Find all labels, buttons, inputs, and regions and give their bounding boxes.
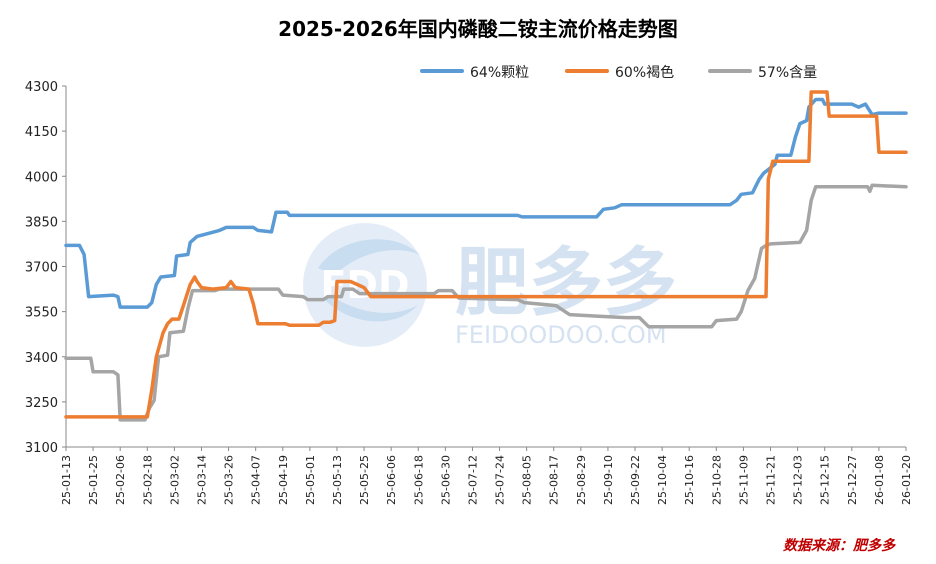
x-tick-label: 25-08-17 (548, 455, 561, 505)
x-tick-label: 25-03-26 (223, 455, 236, 505)
x-tick-label: 25-04-19 (277, 455, 290, 505)
x-tick-label: 26-01-20 (900, 455, 913, 505)
y-axis: 3100 3250 3400 3550 3700 3850 4000 4150 4300 (25, 80, 66, 456)
watermark-domain: FEIDOODOO.COM (455, 321, 667, 349)
x-tick-label: 25-05-13 (331, 455, 344, 505)
x-tick-label: 25-01-13 (60, 455, 73, 505)
x-tick-label: 25-08-05 (521, 455, 534, 505)
x-tick-label: 26-01-08 (873, 455, 886, 505)
x-tick-label: 25-07-24 (494, 455, 507, 505)
x-tick-label: 25-05-25 (358, 455, 371, 505)
x-tick-label: 25-02-18 (141, 455, 154, 505)
x-tick-label: 25-03-02 (168, 455, 181, 505)
chart-title: 2025-2026年国内磷酸二铵主流价格走势图 (278, 17, 678, 41)
y-tick-label: 3550 (25, 306, 58, 321)
legend: 64%颗粒 60%褐色 57%含量 (420, 64, 817, 81)
y-tick-label: 4300 (25, 80, 58, 95)
x-tick-label: 25-01-25 (87, 455, 100, 505)
x-tick-label: 25-08-29 (575, 455, 588, 505)
x-tick-label: 25-12-27 (846, 455, 859, 505)
legend-label: 57%含量 (758, 65, 817, 81)
x-tick-label: 25-12-03 (792, 455, 805, 505)
x-tick-label: 25-06-30 (439, 455, 452, 505)
x-tick-label: 25-02-06 (114, 455, 127, 505)
y-tick-label: 4000 (25, 170, 58, 185)
source-note: 数据来源：肥多多 (783, 537, 896, 554)
x-tick-label: 25-11-21 (765, 455, 778, 505)
legend-label: 64%颗粒 (470, 65, 529, 81)
y-tick-label: 3700 (25, 261, 58, 276)
x-tick-label: 25-12-15 (819, 455, 832, 505)
x-tick-label: 25-06-18 (412, 455, 425, 505)
watermark-leaf-icon (325, 295, 418, 322)
x-tick-label: 25-07-12 (466, 455, 479, 505)
y-tick-label: 4150 (25, 125, 58, 140)
x-tick-label: 25-03-14 (195, 455, 208, 505)
watermark-leaf-icon (318, 239, 420, 275)
x-tick-label: 25-09-22 (629, 455, 642, 505)
y-tick-label: 3400 (25, 351, 58, 366)
series-line (64, 183, 908, 422)
series-layer (64, 90, 908, 422)
x-tick-label: 25-05-01 (304, 455, 317, 505)
y-tick-label: 3100 (25, 441, 58, 456)
y-tick-label: 3850 (25, 215, 58, 230)
y-tick-label: 3250 (25, 396, 58, 411)
x-tick-label: 25-09-10 (602, 455, 615, 505)
x-tick-label: 25-10-04 (656, 455, 669, 505)
series-line (64, 90, 908, 419)
x-tick-label: 25-10-28 (710, 455, 723, 505)
x-axis: 25-01-13 25-01-25 25-02-06 25-02-18 25-03-02… (60, 447, 913, 505)
x-tick-label: 25-11-09 (737, 455, 750, 505)
x-tick-label: 25-06-06 (385, 455, 398, 505)
watermark-logo-letters: FDD (320, 263, 409, 307)
legend-label: 60%褐色 (615, 64, 674, 81)
x-tick-label: 25-10-16 (683, 455, 696, 505)
x-tick-label: 25-04-07 (250, 455, 263, 505)
